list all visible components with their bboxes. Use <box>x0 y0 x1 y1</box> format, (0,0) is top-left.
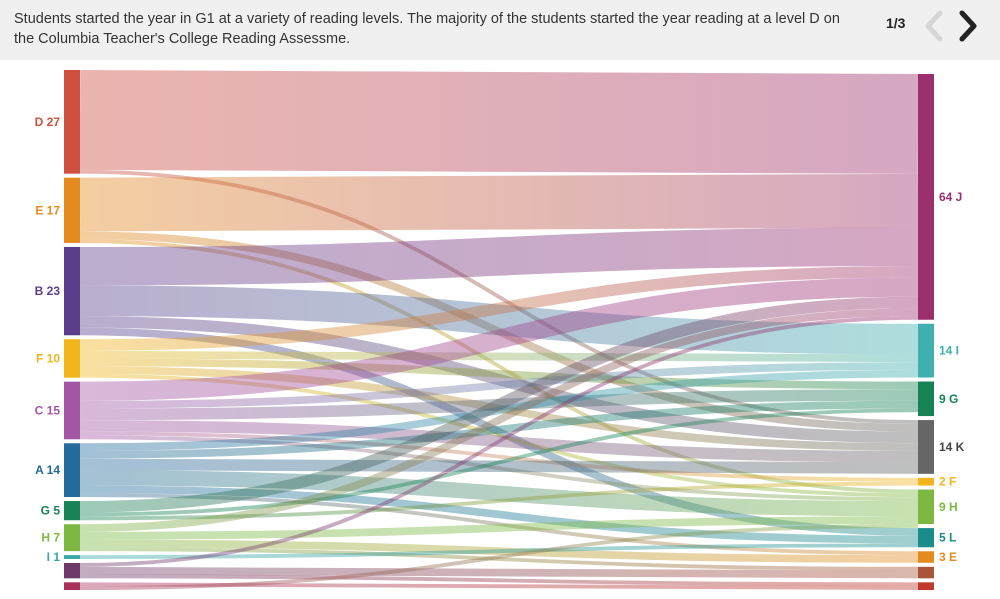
source-label-F: F 10 <box>36 351 60 365</box>
source-label-H: H 7 <box>41 531 60 545</box>
target-label-K: 14 K <box>939 440 965 454</box>
target-label-J: 64 J <box>939 190 962 204</box>
link-G-to-Tg[interactable] <box>79 408 919 517</box>
source-node-E[interactable] <box>64 177 80 243</box>
link-X1-to-Y1[interactable] <box>79 566 919 579</box>
header-bar: Students started the year in G1 at a var… <box>0 0 1000 60</box>
source-node-A[interactable] <box>64 443 80 498</box>
source-node-F[interactable] <box>64 339 80 378</box>
target-node-Tg[interactable] <box>918 381 934 417</box>
link-D-to-J[interactable] <box>79 70 919 174</box>
target-node-Th[interactable] <box>918 489 934 525</box>
target-node-L[interactable] <box>918 528 934 548</box>
source-node-X1[interactable] <box>64 562 80 579</box>
link-C-to-J[interactable] <box>79 277 919 401</box>
target-node-K[interactable] <box>918 420 934 474</box>
link-F-to-J[interactable] <box>79 266 919 351</box>
next-button[interactable] <box>955 10 981 42</box>
source-node-G[interactable] <box>64 501 80 521</box>
source-label-A: A 14 <box>35 463 60 477</box>
target-node-Y1[interactable] <box>918 566 934 579</box>
link-H-to-Th[interactable] <box>79 516 919 540</box>
source-label-D: D 27 <box>35 115 61 129</box>
link-A-to-K[interactable] <box>79 458 919 474</box>
link-B-to-K[interactable] <box>79 316 919 444</box>
link-G-to-J[interactable] <box>79 296 919 513</box>
target-label-Ti: 14 I <box>939 344 959 358</box>
source-node-C[interactable] <box>64 381 80 440</box>
page-indicator: 1/3 <box>886 15 906 31</box>
link-F-to-Tg[interactable] <box>79 358 919 390</box>
slide-caption: Students started the year in G1 at a var… <box>14 11 840 47</box>
source-label-C: C 15 <box>35 403 61 417</box>
source-node-I[interactable] <box>64 555 80 559</box>
source-node-D[interactable] <box>64 70 80 174</box>
target-node-J[interactable] <box>918 74 934 320</box>
link-C-to-Ti[interactable] <box>79 362 919 409</box>
source-node-H[interactable] <box>64 524 80 552</box>
target-node-Te[interactable] <box>918 551 934 563</box>
target-label-Te: 3 E <box>939 550 957 564</box>
link-A-to-Th[interactable] <box>79 470 919 517</box>
target-label-Tf: 2 F <box>939 475 956 489</box>
source-label-G: G 5 <box>41 504 61 518</box>
target-node-Tf[interactable] <box>918 477 934 486</box>
source-label-B: B 23 <box>35 284 61 298</box>
link-X1-to-Y2[interactable] <box>79 574 919 587</box>
sankey-links <box>79 70 919 590</box>
link-B-to-Ti[interactable] <box>79 285 919 355</box>
source-label-I: I 1 <box>47 550 61 564</box>
previous-button[interactable] <box>921 10 947 42</box>
link-H-to-J[interactable] <box>79 308 919 532</box>
source-node-X2[interactable] <box>64 582 80 590</box>
target-node-Y2[interactable] <box>918 582 934 590</box>
chevron-right-icon <box>959 10 977 42</box>
link-B-to-J[interactable] <box>79 227 919 286</box>
link-X1-to-J[interactable] <box>79 315 919 567</box>
chevron-left-icon <box>925 10 943 42</box>
target-node-Ti[interactable] <box>918 323 934 378</box>
link-I-to-L[interactable] <box>79 543 919 559</box>
target-label-Tg: 9 G <box>939 392 958 406</box>
link-F-to-Ti[interactable] <box>79 350 919 363</box>
link-E-to-J[interactable] <box>79 173 919 232</box>
source-label-E: E 17 <box>35 203 60 217</box>
sankey-diagram: D 27 E 17 B 23 F 10 C 15 A 14 G 5 H 7 I 1 64 J 14 … <box>35 70 965 590</box>
link-X2-to-Th[interactable] <box>79 524 919 590</box>
link-C-to-Tf[interactable] <box>79 431 919 482</box>
sankey-nodes: D 27 E 17 B 23 F 10 C 15 A 14 G 5 H 7 I 1 64 J 14 … <box>35 70 965 590</box>
target-label-Th: 9 H <box>939 500 958 514</box>
target-label-L: 5 L <box>939 531 956 545</box>
source-node-B[interactable] <box>64 246 80 336</box>
link-A-to-Tg[interactable] <box>79 400 919 459</box>
